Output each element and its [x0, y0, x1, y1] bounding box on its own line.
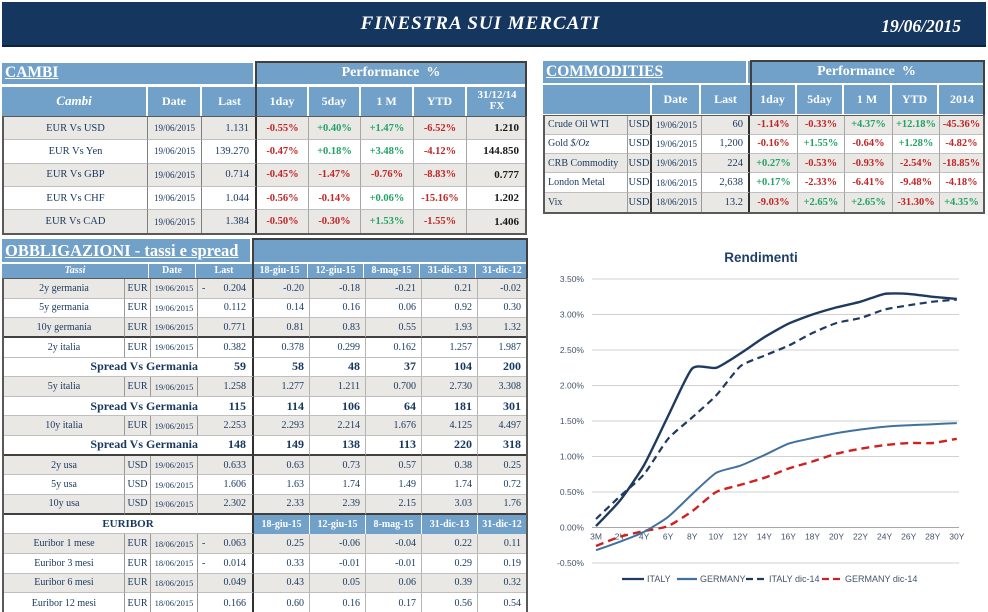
svg-text:3.00%: 3.00% — [560, 309, 585, 319]
svg-text:30Y: 30Y — [949, 532, 964, 542]
svg-text:2.50%: 2.50% — [560, 345, 585, 355]
svg-text:22Y: 22Y — [853, 532, 868, 542]
svg-text:18Y: 18Y — [805, 532, 820, 542]
svg-text:1.50%: 1.50% — [560, 416, 585, 426]
svg-text:8Y: 8Y — [687, 532, 698, 542]
svg-text:3M: 3M — [590, 532, 602, 542]
svg-text:ITALY dic-14: ITALY dic-14 — [769, 574, 820, 584]
svg-text:2.00%: 2.00% — [560, 380, 585, 390]
svg-text:0.00%: 0.00% — [560, 522, 585, 532]
svg-text:Rendimenti: Rendimenti — [724, 250, 798, 265]
svg-text:3.50%: 3.50% — [560, 274, 585, 284]
svg-text:GERMANY dic-14: GERMANY dic-14 — [845, 574, 917, 584]
svg-text:26Y: 26Y — [901, 532, 916, 542]
svg-text:0.50%: 0.50% — [560, 487, 585, 497]
svg-text:4Y: 4Y — [639, 532, 650, 542]
svg-text:10Y: 10Y — [709, 532, 724, 542]
svg-text:20Y: 20Y — [829, 532, 844, 542]
svg-text:-0.50%: -0.50% — [557, 558, 584, 568]
svg-text:ITALY: ITALY — [647, 574, 671, 584]
svg-text:14Y: 14Y — [757, 532, 772, 542]
svg-text:24Y: 24Y — [877, 532, 892, 542]
svg-text:1.00%: 1.00% — [560, 451, 585, 461]
svg-text:6Y: 6Y — [663, 532, 674, 542]
svg-text:12Y: 12Y — [733, 532, 748, 542]
svg-text:GERMANY: GERMANY — [700, 574, 746, 584]
svg-text:16Y: 16Y — [781, 532, 796, 542]
svg-text:28Y: 28Y — [925, 532, 940, 542]
